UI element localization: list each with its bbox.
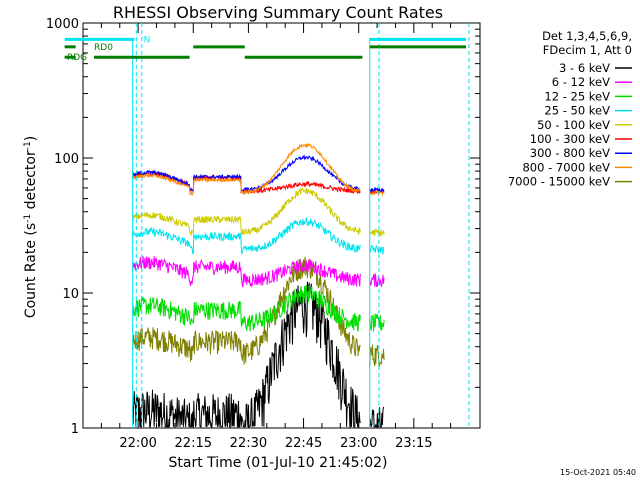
legend-entry-label: 100 - 300 keV xyxy=(530,132,610,146)
legend-entry-label: 7000 - 15000 keV xyxy=(508,175,610,189)
series-line xyxy=(132,284,385,332)
y-tick-label: 10 xyxy=(62,287,79,302)
y-tick-label: 1000 xyxy=(46,17,79,32)
legend-header-line: Det 1,3,4,5,6,9, xyxy=(542,29,632,43)
plot-frame xyxy=(82,22,481,429)
legend: Det 1,3,4,5,6,9,FDecim 1, Att 0 3 - 6 keV… xyxy=(508,29,632,189)
y-label-part-5: ) xyxy=(23,136,39,141)
legend-entry-label: 25 - 50 keV xyxy=(544,104,610,118)
series-layer xyxy=(132,143,385,428)
y-axis-label: Count Rate (s-1 detector-1) xyxy=(23,136,39,318)
series-line xyxy=(132,256,385,367)
series-line xyxy=(132,187,385,237)
series-line xyxy=(132,281,385,428)
x-axis-label: Start Time (01-Jul-10 21:45:02) xyxy=(168,455,387,471)
flag-layer: N RD0 RDG xyxy=(64,23,470,428)
legend-entry-label: 12 - 25 keV xyxy=(544,89,610,103)
x-tick-label: 22:45 xyxy=(285,436,322,451)
legend-entry-label: 800 - 7000 keV xyxy=(522,160,610,174)
legend-entry-label: 50 - 100 keV xyxy=(537,118,610,132)
series-line xyxy=(132,217,385,256)
y-label-part-1: Count Rate (s xyxy=(23,223,39,318)
x-tick-label: 22:00 xyxy=(119,436,156,451)
y-tick-label: 1 xyxy=(71,422,79,437)
series-line xyxy=(132,154,385,193)
timestamp-stamp: 15-Oct-2021 05:40 xyxy=(560,468,636,477)
y-label-part-4: -1 xyxy=(23,141,33,150)
y-label-part-2: -1 xyxy=(23,214,33,223)
legend-entry-label: 3 - 6 keV xyxy=(559,61,610,75)
flag-label: RD0 xyxy=(94,43,113,53)
flag-label: RDG xyxy=(67,53,87,63)
y-label-part-3: detector xyxy=(23,150,39,214)
series-line xyxy=(132,143,385,197)
x-tick-label: 22:15 xyxy=(175,436,212,451)
plot-axes: 1 10 100 1000 22:00 22:15 22:30 22:45 23:00 23:15 xyxy=(46,17,481,451)
y-tick-label: 100 xyxy=(54,152,79,167)
x-tick-label: 22:30 xyxy=(230,436,267,451)
series-line xyxy=(132,255,385,289)
legend-entry-label: 300 - 800 keV xyxy=(530,146,610,160)
legend-header-line: FDecim 1, Att 0 xyxy=(543,43,632,57)
legend-entry-label: 6 - 12 keV xyxy=(552,75,610,89)
x-tick-label: 23:00 xyxy=(340,436,377,451)
flag-label: N xyxy=(144,35,151,45)
chart-title: RHESSI Observing Summary Count Rates xyxy=(113,3,443,22)
x-tick-label: 23:15 xyxy=(395,436,432,451)
